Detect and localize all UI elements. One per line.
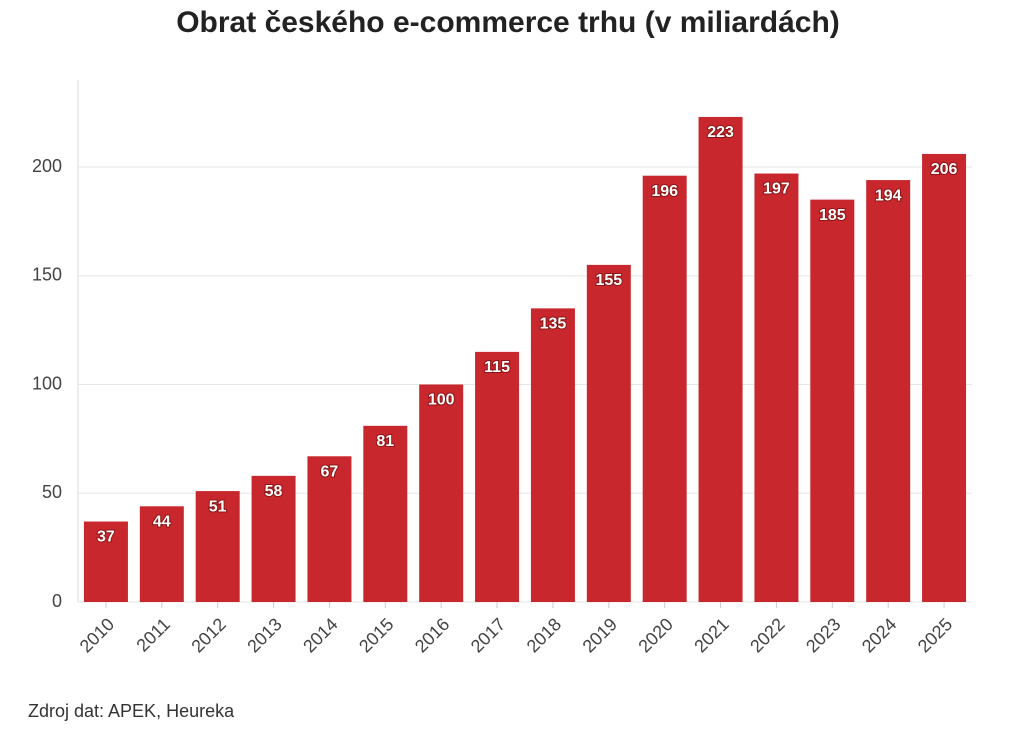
bar	[307, 456, 352, 602]
value-label: 67	[321, 463, 339, 480]
source: Zdroj dat: APEK, Heureka	[28, 701, 235, 721]
bar	[363, 425, 408, 602]
value-label: 51	[209, 498, 227, 515]
value-label: 223	[707, 124, 734, 141]
bar	[866, 180, 911, 603]
chart-title: Obrat českého e-commerce trhu (v miliard…	[176, 6, 840, 39]
x-tick-label: 2021	[690, 614, 732, 656]
bar	[586, 264, 631, 602]
bar	[251, 475, 296, 602]
bar	[810, 199, 855, 602]
value-label: 115	[484, 359, 510, 376]
x-tick-label: 2023	[802, 614, 844, 656]
bar	[83, 521, 128, 602]
x-tick-label: 2018	[523, 614, 565, 656]
x-tick-label: 2015	[355, 614, 397, 656]
value-label: 81	[376, 433, 394, 450]
x-tick-label: 2014	[299, 614, 341, 656]
bar	[195, 491, 240, 602]
x-tick-label: 2019	[579, 614, 621, 656]
x-tick-label: 2022	[746, 614, 788, 656]
bar	[698, 116, 743, 602]
y-tick-label: 150	[32, 265, 62, 285]
bar	[922, 153, 967, 602]
value-label: 185	[819, 207, 846, 224]
x-tick-label: 2017	[467, 614, 509, 656]
value-label: 197	[763, 181, 790, 198]
x-tick-label: 2013	[243, 614, 285, 656]
value-label: 206	[931, 161, 958, 178]
x-tick-label: 2016	[411, 614, 453, 656]
y-tick-label: 100	[32, 373, 62, 393]
x-tick-label: 2024	[858, 614, 900, 656]
bar	[139, 506, 184, 602]
value-label: 135	[540, 316, 567, 333]
bar	[754, 173, 799, 602]
y-tick-label: 0	[52, 591, 62, 611]
x-tick-label: 2025	[914, 614, 956, 656]
value-label: 155	[595, 272, 622, 289]
value-label: 100	[428, 392, 455, 409]
bar	[642, 175, 687, 602]
y-tick-label: 50	[42, 482, 62, 502]
bar	[419, 384, 464, 602]
x-tick-label: 2011	[132, 614, 174, 656]
value-label: 37	[97, 529, 115, 546]
value-label: 58	[265, 483, 283, 500]
x-tick-label: 2020	[634, 614, 676, 656]
value-label: 196	[651, 183, 678, 200]
bar	[530, 308, 575, 602]
x-tick-label: 2010	[76, 614, 118, 656]
x-tick-label: 2012	[187, 614, 229, 656]
y-tick-label: 200	[32, 156, 62, 176]
value-label: 44	[153, 514, 171, 531]
bar	[475, 351, 520, 602]
value-label: 194	[875, 187, 902, 204]
